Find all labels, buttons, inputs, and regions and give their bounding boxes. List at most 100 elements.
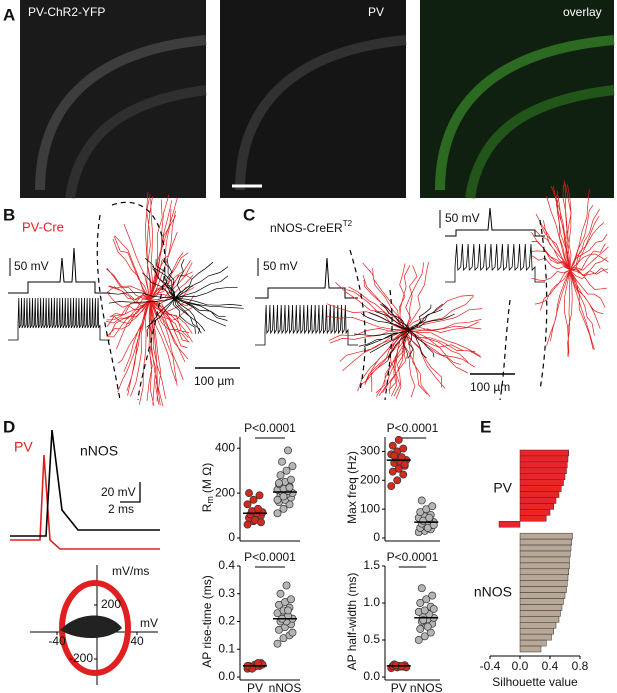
dot <box>243 500 252 509</box>
panel-label: D <box>3 417 15 436</box>
dot <box>273 509 282 518</box>
annotation: P<0.0001 <box>244 550 296 564</box>
bar <box>519 616 560 623</box>
dot <box>414 636 423 644</box>
dot <box>249 495 258 504</box>
dot <box>245 489 253 498</box>
y-tick-label: 0.5 <box>363 632 380 646</box>
x-tick-label: 0.0 <box>512 659 529 673</box>
phase-loop <box>59 580 131 676</box>
bar <box>519 503 554 510</box>
scale-label: 50 mV <box>445 211 480 225</box>
bar <box>519 556 570 564</box>
bar <box>519 562 570 570</box>
dot <box>254 504 262 513</box>
trace <box>255 304 358 346</box>
dot <box>393 476 402 485</box>
dot <box>287 475 295 484</box>
tick-label: 40 <box>130 634 144 648</box>
bar <box>519 449 569 457</box>
scale-label: 20 mV <box>101 485 136 499</box>
bar <box>519 473 566 480</box>
dot <box>399 444 408 453</box>
annotation: P<0.0001 <box>387 550 439 564</box>
trace <box>8 247 110 294</box>
label-part: m <box>205 496 215 504</box>
label-part: R <box>200 503 214 512</box>
y-tick-label: 400 <box>215 440 235 454</box>
y-tick-label: 1.0 <box>363 595 380 609</box>
bar <box>519 550 571 558</box>
bar <box>519 622 557 629</box>
y-axis-label: AP half-width (ms) <box>345 573 359 671</box>
dot <box>420 606 429 615</box>
trace <box>10 454 160 550</box>
dot <box>284 446 292 455</box>
boundary <box>539 219 548 391</box>
x-tick-label: PV <box>247 681 263 693</box>
panel-subtitle: PV-Cre <box>22 219 64 234</box>
y-tick-label: 200 <box>360 472 380 486</box>
dot <box>416 599 425 607</box>
dot <box>282 581 291 590</box>
dot <box>390 451 399 460</box>
dot <box>279 492 288 501</box>
dot <box>428 502 437 511</box>
group-label: PV <box>493 479 512 495</box>
annotation: P<0.0001 <box>244 421 296 435</box>
x-axis-label: Silhouette value <box>492 675 578 689</box>
dot <box>287 595 295 604</box>
label-part: (M Ω) <box>200 463 214 493</box>
tick-label: -200 <box>69 651 93 665</box>
dot <box>273 495 282 504</box>
dot <box>429 604 438 613</box>
dot <box>276 471 285 480</box>
label-sup: T2 <box>343 219 353 228</box>
bar <box>519 491 560 498</box>
bar <box>519 639 547 647</box>
dot <box>387 482 396 491</box>
dot <box>399 470 408 479</box>
dot <box>257 518 265 527</box>
dot <box>416 624 425 633</box>
boundary <box>384 289 393 401</box>
bar <box>519 497 557 504</box>
dot <box>423 622 432 631</box>
legend-label: PV <box>14 439 33 455</box>
y-axis-label: Rm (M Ω) <box>200 463 215 512</box>
tick-label: 200 <box>101 597 121 611</box>
boundary <box>349 249 366 391</box>
bar <box>519 580 568 587</box>
y-tick-label: 0.0 <box>363 669 380 683</box>
bar <box>519 633 552 641</box>
bar <box>519 586 567 593</box>
y-tick-label: 0.2 <box>218 614 235 628</box>
bar <box>519 610 561 617</box>
dot <box>428 591 437 600</box>
group-label: nNOS <box>474 583 512 599</box>
boundary <box>96 214 121 401</box>
bar <box>519 532 573 540</box>
tissue-band <box>35 35 615 199</box>
bar <box>519 604 563 611</box>
neuron <box>531 180 609 357</box>
axis-label: mV/ms <box>112 564 149 578</box>
bar <box>519 645 542 653</box>
dot <box>254 659 262 668</box>
dot <box>276 589 285 598</box>
dot <box>284 606 292 615</box>
label: nNOS-CreER <box>270 221 343 235</box>
panel-subtitle: nNOS-CreERT2 <box>270 219 353 235</box>
bar <box>519 574 569 581</box>
bar <box>519 592 566 599</box>
bar <box>498 521 521 528</box>
axis-label: mV <box>140 616 158 630</box>
y-tick-label: 0 <box>228 530 235 544</box>
y-tick-label: 0.0 <box>218 669 235 683</box>
dot <box>285 483 294 492</box>
legend-label: nNOS <box>80 443 118 459</box>
x-tick-label: -0.4 <box>480 659 501 673</box>
bar <box>519 544 572 552</box>
dot <box>273 639 282 648</box>
